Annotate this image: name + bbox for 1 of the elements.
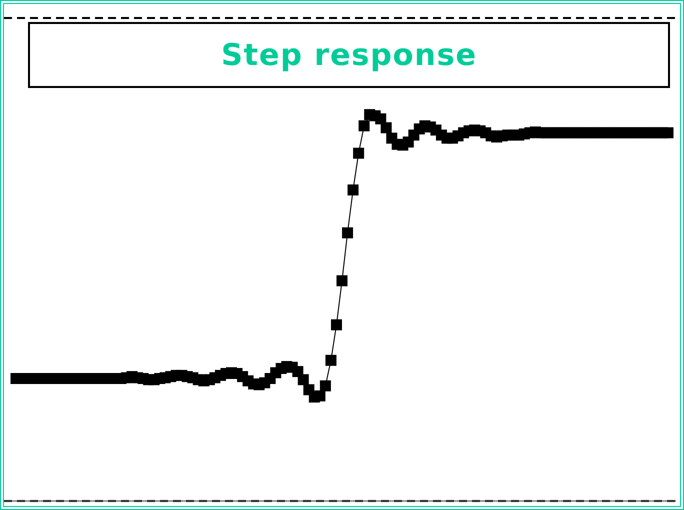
- chart-title: Step response: [28, 22, 670, 88]
